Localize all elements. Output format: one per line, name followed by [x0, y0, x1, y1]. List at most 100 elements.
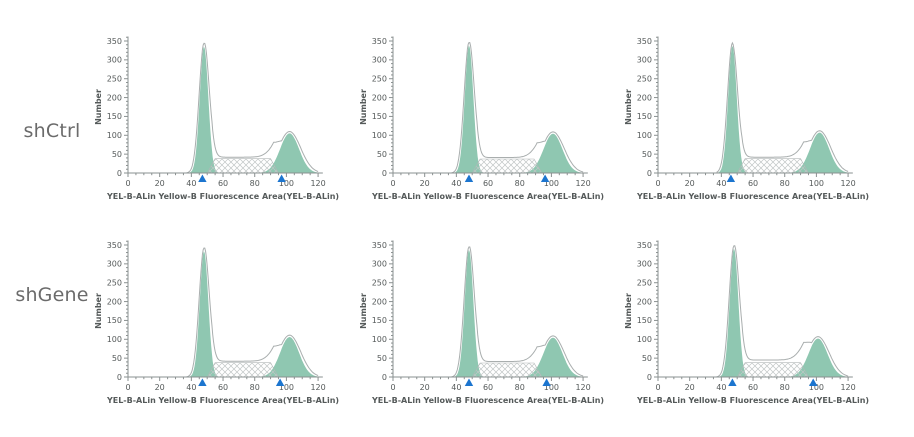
svg-text:150: 150 — [372, 112, 387, 121]
axes — [654, 240, 853, 381]
fit-curve — [451, 246, 584, 378]
svg-text:40: 40 — [186, 383, 196, 392]
axes — [389, 36, 588, 177]
histogram-panel: 0 50 100 150 200 250 300 350 0 20 40 60 80 100 120 YEL-… — [94, 36, 339, 201]
svg-text:100: 100 — [279, 383, 294, 392]
s-phase-hatch-area — [200, 158, 284, 174]
svg-text:100: 100 — [279, 179, 294, 188]
svg-text:40: 40 — [716, 383, 726, 392]
svg-text:60: 60 — [748, 383, 758, 392]
svg-text:40: 40 — [451, 179, 461, 188]
svg-text:0: 0 — [647, 373, 652, 382]
svg-text:100: 100 — [372, 335, 387, 344]
row-label-shgene: shGene — [15, 284, 89, 306]
svg-text:0: 0 — [117, 373, 122, 382]
row-label-shctrl: shCtrl — [23, 120, 81, 142]
gate-marker-triangle — [726, 174, 736, 182]
g1-g2-peaks-fill — [446, 45, 587, 173]
x-axis-label: YEL-B-ALin Yellow-B Fluorescence Area(YE… — [371, 192, 604, 201]
axes — [389, 240, 588, 381]
g1-g2-peaks-fill — [446, 249, 587, 377]
svg-text:250: 250 — [637, 279, 652, 288]
s-phase-hatch-area — [730, 158, 814, 174]
histogram-panel: 0 50 100 150 200 250 300 350 0 20 40 60 80 100 120 YEL-… — [359, 36, 604, 201]
svg-text:0: 0 — [647, 169, 652, 178]
svg-text:350: 350 — [637, 241, 652, 250]
svg-text:200: 200 — [637, 93, 652, 102]
svg-text:100: 100 — [809, 179, 824, 188]
x-axis-label: YEL-B-ALin Yellow-B Fluorescence Area(YE… — [106, 192, 339, 201]
svg-text:350: 350 — [372, 241, 387, 250]
g1-g2-peaks-fill — [711, 45, 852, 173]
y-axis-label: Number — [94, 89, 103, 125]
svg-text:300: 300 — [637, 260, 652, 269]
svg-text:0: 0 — [117, 169, 122, 178]
svg-text:20: 20 — [685, 179, 695, 188]
svg-text:150: 150 — [107, 112, 122, 121]
svg-text:150: 150 — [637, 112, 652, 121]
gate-marker-triangle — [809, 378, 818, 386]
svg-text:100: 100 — [372, 131, 387, 140]
y-axis-label: Number — [624, 293, 633, 329]
svg-text:300: 300 — [107, 260, 122, 269]
axes — [654, 36, 853, 177]
x-axis-label: YEL-B-ALin Yellow-B Fluorescence Area(YE… — [636, 192, 869, 201]
fit-curve — [716, 245, 849, 378]
axes — [124, 36, 323, 177]
s-phase-hatch-area — [200, 362, 284, 378]
svg-text:350: 350 — [372, 37, 387, 46]
svg-text:60: 60 — [218, 179, 228, 188]
svg-text:0: 0 — [390, 179, 395, 188]
svg-text:80: 80 — [780, 179, 790, 188]
svg-text:60: 60 — [483, 179, 493, 188]
svg-text:250: 250 — [372, 75, 387, 84]
histogram-panel: 0 50 100 150 200 250 300 350 0 20 40 60 80 100 120 YEL-… — [359, 240, 604, 405]
s-phase-hatch-area — [465, 362, 547, 378]
axes — [124, 240, 323, 381]
gate-marker-triangle — [464, 378, 474, 386]
svg-text:250: 250 — [107, 279, 122, 288]
svg-text:20: 20 — [685, 383, 695, 392]
g1-g2-peaks-fill — [181, 46, 322, 174]
panel-row-shgene: 0 50 100 150 200 250 300 350 0 20 40 60 80 100 120 YEL-… — [90, 237, 885, 415]
x-axis-label: YEL-B-ALin Yellow-B Fluorescence Area(YE… — [636, 396, 869, 405]
svg-text:300: 300 — [372, 56, 387, 65]
svg-text:200: 200 — [372, 93, 387, 102]
svg-text:50: 50 — [642, 354, 652, 363]
svg-text:120: 120 — [575, 383, 590, 392]
svg-text:120: 120 — [840, 179, 855, 188]
svg-text:20: 20 — [155, 383, 165, 392]
svg-text:100: 100 — [107, 131, 122, 140]
gate-marker-triangle — [728, 378, 737, 386]
svg-text:150: 150 — [107, 316, 122, 325]
svg-text:250: 250 — [637, 75, 652, 84]
svg-text:350: 350 — [107, 241, 122, 250]
svg-text:0: 0 — [125, 179, 130, 188]
svg-text:50: 50 — [112, 354, 122, 363]
svg-text:120: 120 — [575, 179, 590, 188]
histogram-panel: 0 50 100 150 200 250 300 350 0 20 40 60 80 100 120 YEL-… — [624, 240, 869, 405]
svg-text:40: 40 — [716, 179, 726, 188]
svg-text:20: 20 — [420, 179, 430, 188]
y-axis-label: Number — [359, 89, 368, 125]
svg-text:50: 50 — [377, 354, 387, 363]
svg-text:20: 20 — [155, 179, 165, 188]
tick-labels: 0 50 100 150 200 250 300 350 0 20 40 60 80 100 120 — [372, 37, 591, 188]
svg-text:100: 100 — [637, 335, 652, 344]
y-axis-label: Number — [359, 293, 368, 329]
svg-text:80: 80 — [515, 179, 525, 188]
svg-text:40: 40 — [451, 383, 461, 392]
svg-text:150: 150 — [372, 316, 387, 325]
svg-text:50: 50 — [377, 150, 387, 159]
svg-text:200: 200 — [107, 93, 122, 102]
svg-text:20: 20 — [420, 383, 430, 392]
y-axis-label: Number — [624, 89, 633, 125]
svg-text:40: 40 — [186, 179, 196, 188]
tick-labels: 0 50 100 150 200 250 300 350 0 20 40 60 80 100 120 — [107, 241, 326, 392]
svg-text:80: 80 — [515, 383, 525, 392]
svg-text:0: 0 — [655, 383, 660, 392]
svg-text:0: 0 — [382, 373, 387, 382]
svg-text:300: 300 — [107, 56, 122, 65]
svg-text:0: 0 — [655, 179, 660, 188]
